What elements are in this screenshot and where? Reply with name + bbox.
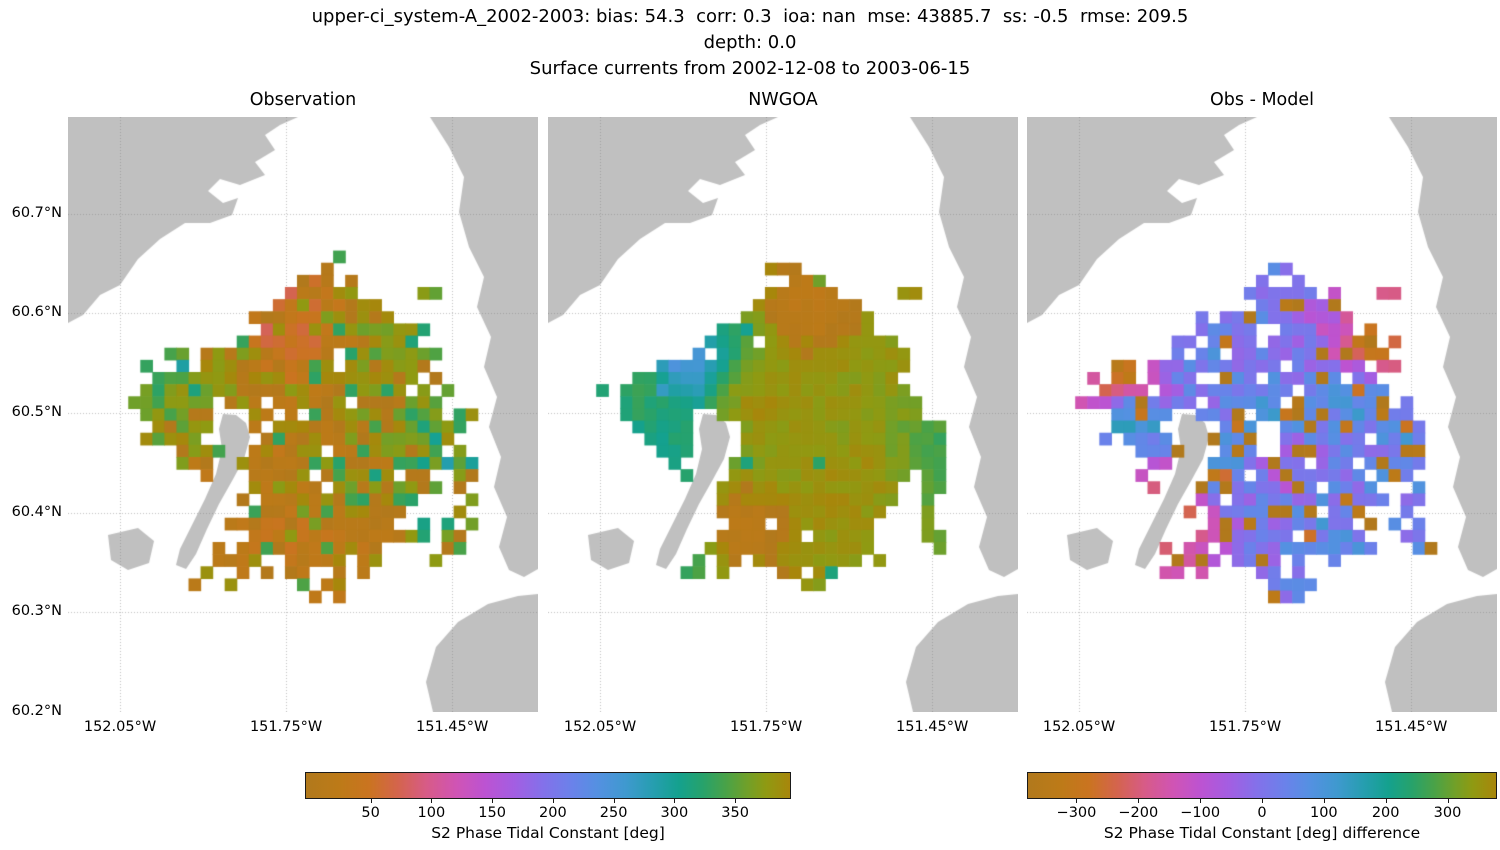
stats-title: upper-ci_system-A_2002-2003: bias: 54.3 …	[311, 6, 1189, 27]
panel-obs-model: Obs - Model	[1027, 90, 1497, 712]
colorbar-tick-mark	[674, 799, 676, 803]
y-tick-label: 60.2°N	[11, 703, 62, 719]
colorbar-phase-gradient	[305, 772, 791, 799]
y-tick-label: 60.5°N	[11, 404, 62, 420]
colorbar-tick-label: −100	[1180, 805, 1221, 821]
x-tick-label: 151.45°W	[1375, 719, 1448, 735]
y-tick-label: 60.4°N	[11, 503, 62, 520]
y-tick-label: 60.7°N	[11, 204, 62, 221]
colorbar-tick-mark	[1447, 799, 1449, 803]
x-tick-label: 151.45°W	[896, 719, 969, 735]
colorbar-tick-mark	[370, 799, 372, 803]
date-title: Surface currents from 2002-12-08 to 2003…	[529, 58, 971, 79]
colorbar-phase: S2 Phase Tidal Constant [deg] 50 100 150 20…	[305, 772, 791, 850]
colorbar-tick-mark	[492, 799, 494, 803]
colorbar-tick-label: 0	[1257, 805, 1267, 821]
colorbar-tick-mark	[1323, 799, 1325, 803]
x-tick-label: 152.05°W	[563, 719, 637, 735]
colorbar-tick-mark	[1385, 799, 1387, 803]
colorbar-tick-label: 300	[660, 805, 689, 821]
colorbar-tick-label: 50	[361, 805, 380, 821]
colorbar-tick-label: 250	[599, 805, 628, 821]
panel-title-nwgoa: NWGOA	[748, 90, 818, 110]
colorbar-tick-mark	[735, 799, 737, 803]
x-tick-label: 151.75°W	[729, 719, 803, 735]
colorbar-tick-mark	[1138, 799, 1140, 803]
colorbar-tick-label: 200	[539, 805, 567, 821]
colorbar-phase-label: S2 Phase Tidal Constant [deg]	[431, 824, 665, 842]
depth-title: depth: 0.0	[703, 32, 797, 53]
colorbar-tick-mark	[1076, 799, 1078, 803]
colorbar-tick-label: 100	[417, 805, 446, 821]
panel-title-observation: Observation	[249, 90, 357, 110]
colorbar-tick-mark	[1262, 799, 1263, 803]
colorbar-tick-label: 300	[1433, 805, 1462, 821]
colorbar-tick-label: −300	[1056, 805, 1097, 821]
colorbar-tick-label: 350	[721, 805, 749, 821]
x-tick-label: 151.75°W	[1208, 719, 1282, 735]
colorbar-tick-label: −200	[1118, 805, 1159, 821]
colorbar-diff-gradient	[1027, 772, 1497, 799]
colorbar-tick-mark	[613, 799, 615, 803]
colorbar-tick-label: 200	[1371, 805, 1400, 821]
map-canvas-obs-model	[1027, 117, 1497, 712]
panel-observation: Observation	[68, 90, 538, 712]
colorbar-diff: S2 Phase Tidal Constant [deg] difference…	[1027, 772, 1497, 850]
colorbar-tick-mark	[1200, 799, 1202, 803]
x-tick-label: 151.45°W	[416, 719, 489, 735]
colorbar-tick-label: 150	[478, 805, 506, 821]
panel-nwgoa: NWGOA	[548, 90, 1018, 712]
colorbar-tick-mark	[552, 799, 554, 803]
y-tick-label: 60.6°N	[11, 304, 62, 321]
map-canvas-observation	[68, 117, 538, 712]
x-tick-label: 152.05°W	[1042, 719, 1116, 735]
colorbar-tick-mark	[431, 799, 433, 803]
x-tick-label: 152.05°W	[83, 719, 157, 735]
x-tick-label: 151.75°W	[249, 719, 323, 735]
colorbar-tick-label: 100	[1309, 805, 1338, 821]
colorbar-diff-label: S2 Phase Tidal Constant [deg] difference	[1103, 824, 1421, 842]
y-tick-label: 60.3°N	[11, 603, 62, 620]
panel-title-obs-model: Obs - Model	[1210, 90, 1314, 110]
map-canvas-nwgoa	[548, 117, 1018, 712]
